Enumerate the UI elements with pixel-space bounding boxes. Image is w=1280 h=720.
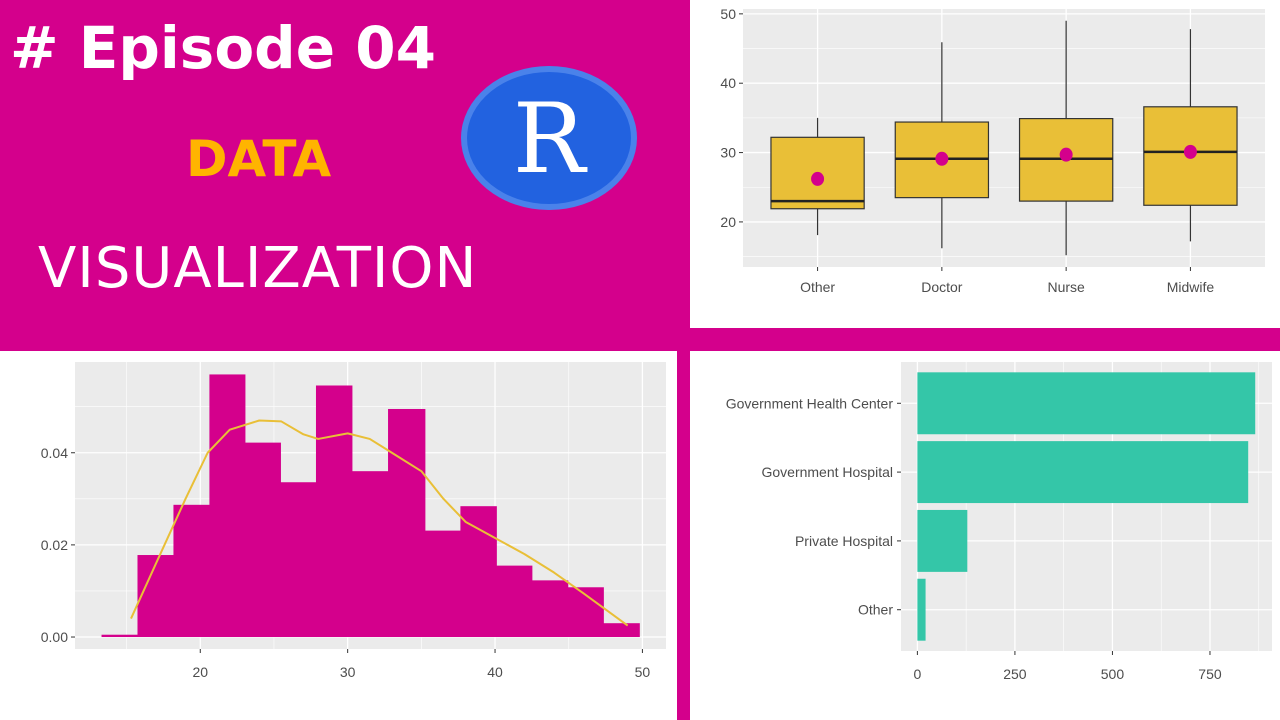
histogram-bar <box>137 555 174 638</box>
x-tick-label: 500 <box>1101 666 1125 682</box>
y-tick-label: Government Health Center <box>726 395 894 411</box>
y-tick-label: 20 <box>720 214 736 230</box>
x-tick-label: Doctor <box>921 279 963 295</box>
x-tick-label: 30 <box>340 664 356 680</box>
x-tick-label: 0 <box>913 666 921 682</box>
y-tick-label: 0.04 <box>41 445 68 461</box>
x-tick-label: 50 <box>635 664 651 680</box>
x-tick-label: Nurse <box>1047 279 1085 295</box>
bar <box>917 372 1256 435</box>
x-tick-label: 250 <box>1003 666 1027 682</box>
histogram-bar <box>388 408 426 638</box>
histogram-bar <box>496 565 533 638</box>
visualization-heading: VISUALIZATION <box>38 236 477 301</box>
episode-title: # Episode 04 <box>10 14 436 82</box>
y-tick-label: Private Hospital <box>795 533 893 549</box>
histogram-bar <box>531 580 569 638</box>
x-tick-label: 40 <box>487 664 503 680</box>
data-heading: DATA <box>186 130 332 188</box>
x-tick-label: Midwife <box>1167 279 1215 295</box>
x-tick-label: 20 <box>192 664 208 680</box>
histogram-bar <box>351 471 389 638</box>
histogram-bar <box>101 634 138 638</box>
mean-point <box>935 151 949 166</box>
mean-point <box>811 171 825 186</box>
y-tick-label: 30 <box>720 145 736 161</box>
mean-point <box>1183 144 1197 159</box>
y-tick-label: Other <box>858 602 893 618</box>
r-logo-letter: R <box>513 83 588 195</box>
histogram-bar <box>424 530 461 638</box>
y-tick-label: 40 <box>720 75 736 91</box>
x-tick-label: 750 <box>1198 666 1222 682</box>
r-logo: R <box>461 66 637 210</box>
x-tick-label: Other <box>800 279 835 295</box>
y-tick-label: 0.02 <box>41 537 68 553</box>
boxplot-chart: 20 30 40 50 Other Doctor Nurse Midwife <box>720 6 1265 295</box>
histogram-bar <box>603 623 640 638</box>
y-tick-label: 0.00 <box>41 629 68 645</box>
bar <box>917 578 926 641</box>
histogram-chart: 20 30 40 50 0.00 0.02 0.04 <box>41 362 666 680</box>
mean-point <box>1059 147 1073 162</box>
bar-chart: 0 250 500 750 Government Health Center Govern… <box>726 362 1272 682</box>
histogram-bar <box>209 374 246 638</box>
histogram-bar <box>173 504 210 638</box>
histogram-bar <box>460 506 497 638</box>
density-line <box>130 419 629 627</box>
bar <box>917 441 1249 504</box>
bar <box>917 509 968 572</box>
y-tick-label: 50 <box>720 6 736 22</box>
histogram-bar <box>315 385 353 638</box>
y-tick-label: Government Hospital <box>761 464 893 480</box>
r-logo-circle <box>467 72 631 204</box>
histogram-bar <box>244 442 281 638</box>
histogram-bar <box>280 482 317 638</box>
